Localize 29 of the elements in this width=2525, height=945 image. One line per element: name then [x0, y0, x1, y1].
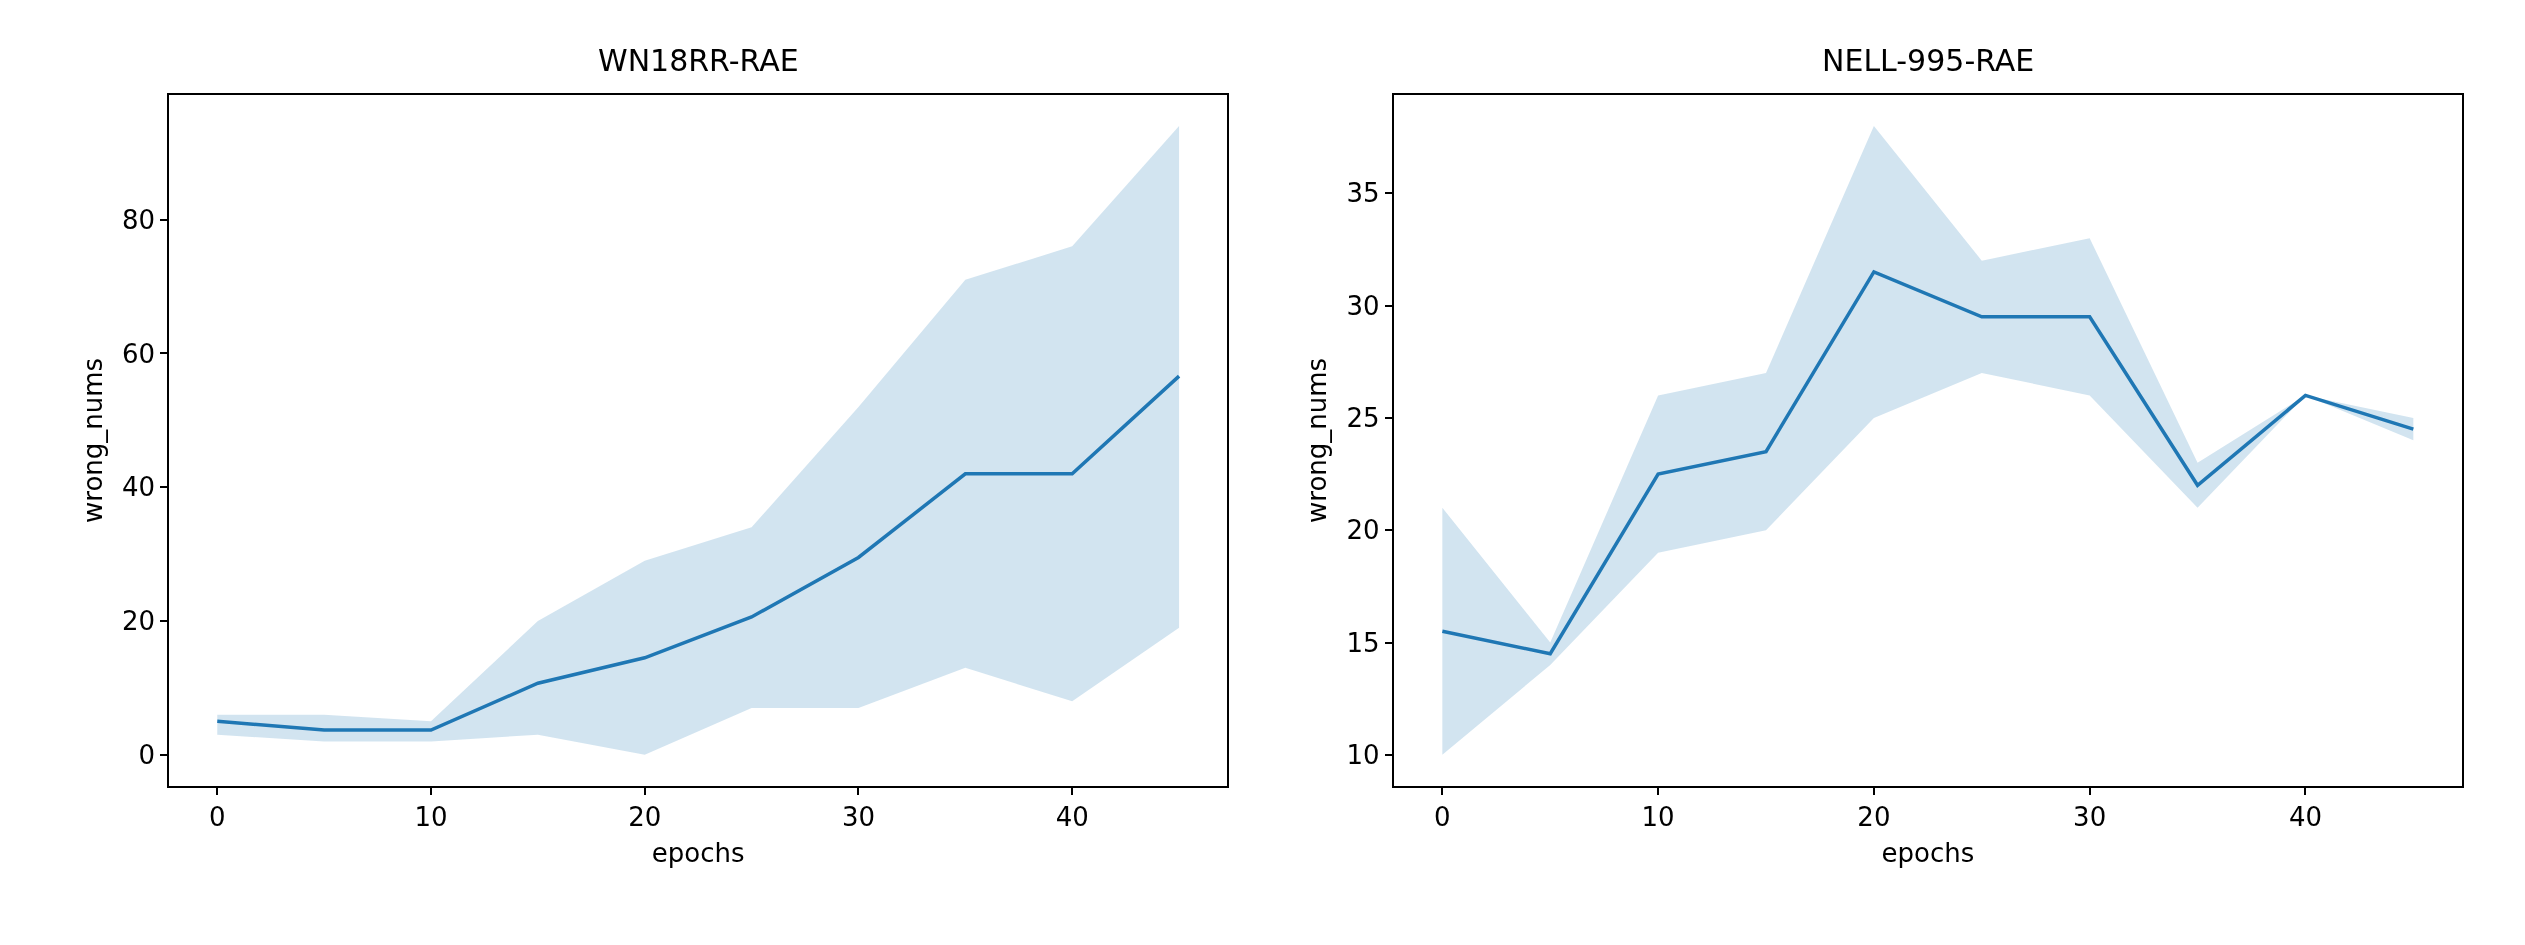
y-tick-label: 40	[121, 472, 155, 503]
y-tick-label: 35	[1346, 178, 1380, 209]
x-tick-label: 20	[628, 802, 662, 833]
x-tick-label: 30	[2073, 802, 2107, 833]
chart-title: NELL-995-RAE	[1822, 43, 2035, 78]
x-tick-label: 10	[1641, 802, 1675, 833]
x-tick-label: 20	[1857, 802, 1891, 833]
x-tick-label: 10	[414, 802, 448, 833]
line-series	[215, 374, 1181, 732]
x-tick-label: 40	[1055, 802, 1089, 833]
x-tick-label: 0	[1434, 802, 1451, 833]
x-tick-label: 40	[2288, 802, 2322, 833]
y-tick-label: 15	[1346, 627, 1380, 658]
y-axis-title: wrong_nums	[77, 357, 108, 523]
y-tick-label: 0	[138, 739, 155, 770]
x-tick-label: 0	[208, 802, 226, 833]
y-tick-label: 10	[1346, 739, 1380, 770]
x-axis-title: epochs	[651, 837, 745, 868]
chart-title: WN18RR-RAE	[598, 43, 799, 78]
x-axis-title: epochs	[1881, 837, 1975, 868]
x-tick-label: 30	[841, 802, 876, 833]
y-tick-label: 20	[1346, 515, 1380, 546]
y-tick-label: 80	[121, 204, 155, 235]
line-series	[1440, 270, 2416, 656]
y-tick-label: 25	[1346, 403, 1380, 434]
y-axis-title: wrong_nums	[1302, 357, 1333, 523]
y-tick-label: 30	[1346, 290, 1380, 321]
y-tick-label: 20	[121, 606, 155, 637]
y-tick-label: 60	[121, 338, 155, 369]
